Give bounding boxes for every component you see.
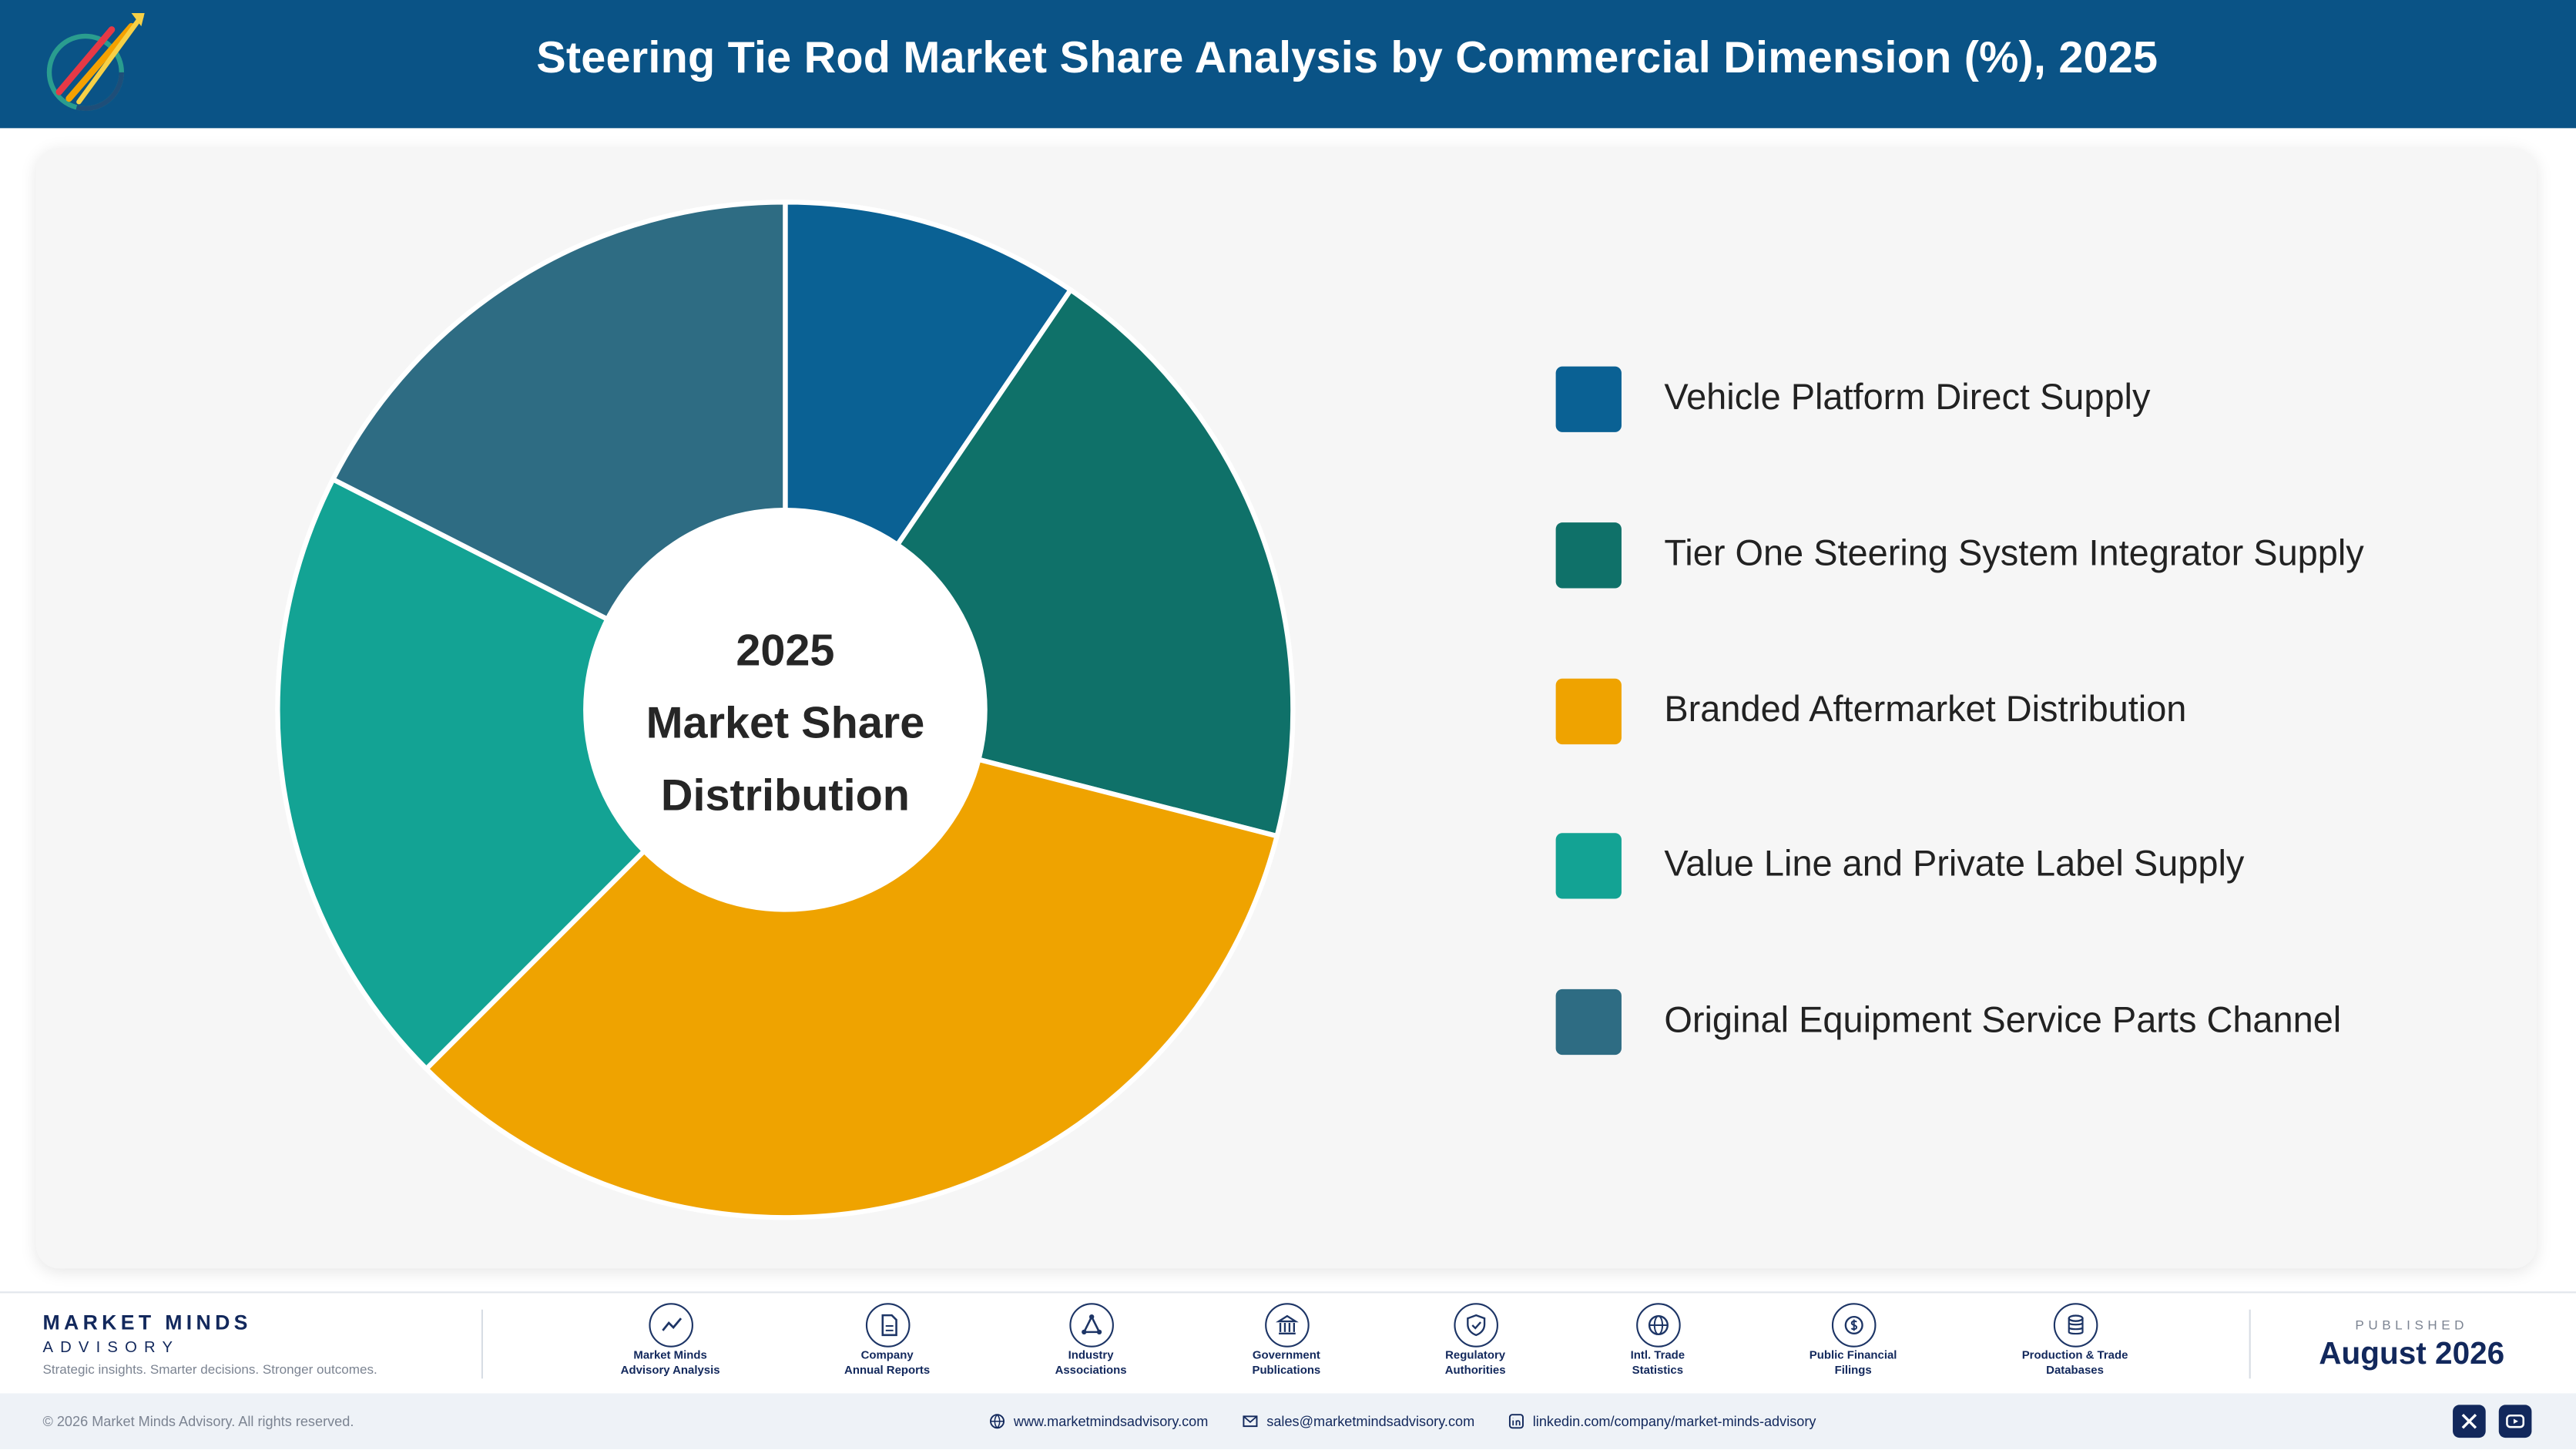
brand-name: MARKET MINDS: [42, 1311, 252, 1334]
source-label: Public Financial Filings: [1809, 1351, 1897, 1377]
website-link[interactable]: www.marketmindsadvisory.com: [990, 1413, 1209, 1430]
legend-swatch: [1555, 522, 1622, 589]
source-item: Production & Trade Databases: [1984, 1303, 2165, 1378]
legend-label: Vehicle Platform Direct Supply: [1664, 376, 2151, 418]
pie-slice-4: [275, 475, 790, 1072]
source-item: Market Minds Advisory Analysis: [580, 1303, 761, 1378]
source-item: Regulatory Authorities: [1385, 1303, 1566, 1378]
published-date: August 2026: [2319, 1337, 2505, 1372]
chart-line-icon: [648, 1303, 693, 1348]
footer-contact-bar: © 2026 Market Minds Advisory. All rights…: [0, 1393, 2576, 1449]
website-text: www.marketmindsadvisory.com: [1013, 1413, 1209, 1430]
x-logo-icon: [2461, 1414, 2477, 1429]
database-icon: [2052, 1303, 2098, 1348]
donut-hole: [583, 507, 988, 912]
legend-swatch: [1555, 834, 1622, 900]
center-label-year: 2025: [736, 626, 834, 676]
globe-icon: [990, 1414, 1005, 1429]
shield-check-icon: [1453, 1303, 1498, 1348]
email-text: sales@marketmindsadvisory.com: [1266, 1413, 1475, 1430]
source-item: Intl. Trade Statistics: [1568, 1303, 1749, 1378]
pie-slice-3: [422, 707, 1280, 1220]
source-label: Market Minds Advisory Analysis: [620, 1351, 720, 1377]
legend-label: Original Equipment Service Parts Channel: [1664, 999, 2342, 1041]
published-label: PUBLISHED: [2355, 1317, 2469, 1333]
network-icon: [1068, 1303, 1113, 1348]
document-icon: [864, 1303, 910, 1348]
divider: [2249, 1309, 2251, 1379]
brand-subtitle: ADVISORY: [42, 1339, 180, 1358]
mail-icon: [1243, 1415, 1258, 1428]
source-item: Public Financial Filings: [1763, 1303, 1944, 1378]
source-item: Industry Associations: [1001, 1303, 1182, 1378]
source-label: Intl. Trade Statistics: [1630, 1351, 1685, 1377]
footer-sources-bar: MARKET MINDS ADVISORY Strategic insights…: [0, 1291, 2576, 1394]
divider: [481, 1309, 483, 1379]
youtube-icon: [2506, 1415, 2525, 1428]
youtube-social-button[interactable]: [2498, 1405, 2532, 1438]
source-label: Industry Associations: [1055, 1351, 1127, 1377]
legend-swatch: [1555, 989, 1622, 1056]
dollar-circle-icon: [1830, 1303, 1876, 1348]
center-label-line-3: Distribution: [661, 770, 910, 820]
globe-icon: [1635, 1303, 1680, 1348]
brand-tagline: Strategic insights. Smarter decisions. S…: [42, 1361, 377, 1378]
chart-title: Steering Tie Rod Market Share Analysis b…: [536, 32, 2158, 82]
government-building-icon: [1264, 1303, 1309, 1348]
linkedin-text: linkedin.com/company/market-minds-adviso…: [1532, 1413, 1816, 1430]
source-label: Production & Trade Databases: [2021, 1351, 2128, 1377]
source-item: Company Annual Reports: [797, 1303, 978, 1378]
x-social-button[interactable]: [2453, 1405, 2486, 1438]
source-label: Company Annual Reports: [844, 1351, 931, 1377]
copyright-text: © 2026 Market Minds Advisory. All rights…: [42, 1413, 354, 1430]
center-label-line-2: Market Share: [646, 699, 925, 748]
source-label: Government Publications: [1252, 1351, 1321, 1377]
company-logo: [46, 13, 145, 111]
legend-swatch: [1555, 366, 1622, 432]
legend-label: Value Line and Private Label Supply: [1664, 843, 2245, 885]
legend-label: Tier One Steering System Integrator Supp…: [1664, 532, 2364, 573]
linkedin-icon: [1508, 1414, 1524, 1429]
header-bar: Steering Tie Rod Market Share Analysis b…: [0, 0, 2576, 129]
legend-swatch: [1555, 677, 1622, 744]
email-link[interactable]: sales@marketmindsadvisory.com: [1243, 1413, 1475, 1430]
legend-label: Branded Aftermarket Distribution: [1664, 687, 2187, 730]
source-label: Regulatory Authorities: [1444, 1351, 1506, 1377]
source-item: Government Publications: [1196, 1303, 1377, 1378]
linkedin-link[interactable]: linkedin.com/company/market-minds-adviso…: [1508, 1413, 1816, 1430]
